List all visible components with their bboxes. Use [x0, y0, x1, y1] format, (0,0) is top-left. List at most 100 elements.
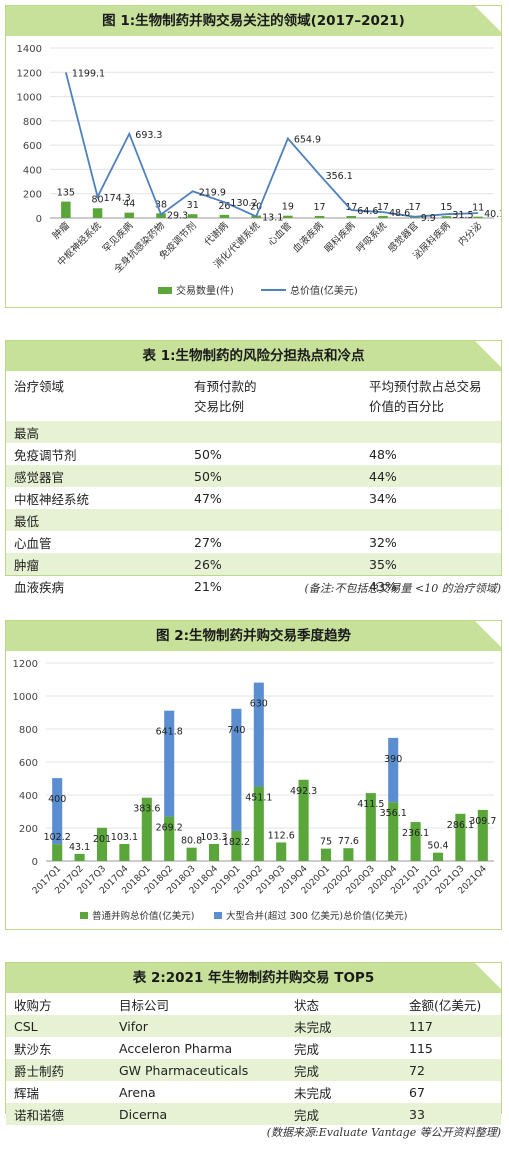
green-label: 182.2 — [223, 837, 250, 848]
table2-cell: Acceleron Pharma — [119, 1040, 233, 1056]
table1-cell: 50% — [194, 446, 222, 462]
legend-blue-label: 大型合并(超过 300 亿美元)总价值(亿美元) — [226, 910, 408, 922]
figure2-chart: 0 200 400 600 800 1000 1200 400 102.2 43.1 201 103.… — [6, 651, 501, 933]
bar-green — [164, 816, 175, 861]
line-label: 29.3 — [167, 210, 188, 221]
bar-label: 15 — [440, 202, 452, 213]
bar-green — [74, 853, 85, 861]
x-tick-label: 内分泌 — [456, 219, 485, 248]
bar-green — [410, 822, 421, 861]
table2-cell: 72 — [401, 1059, 501, 1081]
x-tick-label: 呼吸系统 — [354, 219, 390, 255]
table1-cell: 肿瘤 — [6, 553, 186, 575]
table1-group-label: 最低 — [6, 509, 501, 531]
bar-label: 17 — [314, 202, 326, 213]
figure2-panel: 图 2:生物制药并购交易季度趋势 0 200 400 600 800 1000 1200 40… — [5, 620, 502, 930]
table2-header-cell: 状态 — [294, 997, 320, 1013]
bar-label: 80 — [92, 194, 104, 205]
bar-green — [141, 797, 152, 861]
y-tick-label: 600 — [23, 141, 42, 152]
bar — [378, 215, 388, 218]
bar-label: 17 — [377, 202, 389, 213]
series-line — [64, 72, 479, 218]
bar-green — [52, 844, 63, 861]
y-tick-label: 200 — [19, 824, 38, 835]
table2-cell: 115 — [409, 1040, 433, 1056]
line-label: 130.2 — [230, 198, 257, 209]
bar-green — [96, 827, 108, 861]
blue-label: 390 — [384, 754, 402, 765]
figure1-title: 图 1:生物制药并购交易关注的领域(2017–2021) — [102, 13, 405, 29]
table2-header-cell: 金额(亿美元) — [409, 997, 482, 1013]
line-label: 40.1 — [484, 209, 501, 220]
table2-cell: 诺和诺德 — [6, 1103, 111, 1125]
line-label: 693.3 — [135, 130, 162, 141]
table2-row: 默沙东 Acceleron Pharma 完成 115 — [6, 1037, 501, 1059]
y-tick-label: 800 — [23, 117, 42, 128]
line-label: 64.6 — [357, 206, 378, 217]
bar-green — [432, 852, 444, 861]
table2-cell: 默沙东 — [14, 1041, 52, 1057]
line-label: 654.9 — [294, 134, 321, 145]
bar-green — [298, 779, 309, 861]
table1-cell: 43% — [369, 578, 397, 594]
bar-blue — [164, 710, 175, 817]
green-label: 50.4 — [427, 841, 448, 852]
corner-fold — [475, 6, 501, 32]
bar-green — [208, 843, 220, 861]
bar-blue — [388, 737, 399, 803]
corner-fold — [475, 341, 501, 367]
figure1-chart: 0 200 400 600 800 1000 1200 1400 135 80 44 38 31 26 20… — [6, 36, 506, 311]
table2-cell: 辉瑞 — [14, 1085, 40, 1101]
table2-cell: 未完成 — [286, 1015, 401, 1037]
x-tick-label: 眼科疾病 — [322, 219, 358, 255]
table1-group-row: 最低 — [6, 509, 501, 531]
green-label: 75 — [320, 837, 332, 848]
table1: 治疗领域 有预付款的 交易比例 平均预付款占总交易 价值的百分比 最高 免疫调节剂 50% 48… — [6, 371, 501, 597]
table1-panel: 表 1:生物制药的风险分担热点和冷点 治疗领域 有预付款的 交易比例 平均预付款占总交… — [5, 340, 502, 595]
table2-cell: 完成 — [286, 1103, 401, 1125]
table1-group-row: 最高 — [6, 421, 501, 443]
bar-label: 26 — [218, 201, 230, 212]
bar-label: 31 — [187, 200, 199, 211]
corner-fold — [475, 621, 501, 647]
bar-blue — [52, 778, 63, 845]
table1-header-cell: 平均预付款占总交易 价值的百分比 — [369, 379, 482, 414]
bar — [187, 214, 198, 218]
y-tick-label: 200 — [23, 190, 42, 201]
table1-cell: 50% — [186, 465, 361, 487]
table1-header-cell: 有预付款的 交易比例 — [194, 379, 257, 414]
bar-label: 11 — [472, 203, 484, 214]
table2-cell: Arena — [119, 1084, 156, 1100]
table2-panel: 表 2:2021 年生物制药并购交易 TOP5 收购方 目标公司 状态 金额(亿美元)… — [5, 962, 502, 1125]
bar-label: 38 — [155, 199, 167, 210]
source-note: (数据来源:Evaluate Vantage 等公开资料整理) — [266, 1126, 501, 1139]
x-tick-label: 肿瘤 — [50, 219, 72, 241]
table1-row: 中枢神经系统 47% 34% — [6, 487, 501, 509]
table1-title-bar: 表 1:生物制药的风险分担热点和冷点 — [6, 341, 501, 371]
bar-green — [253, 786, 264, 861]
y-tick-label: 1200 — [13, 659, 38, 670]
table2-cell: CSL — [6, 1015, 111, 1037]
table2-title: 表 2:2021 年生物制药并购交易 TOP5 — [132, 970, 375, 986]
figure1-svg: 0 200 400 600 800 1000 1200 1400 135 80 44 38 31 26 20… — [17, 44, 506, 297]
line-label: 31.5 — [452, 210, 473, 221]
table2-row: CSL Vifor 未完成 117 — [6, 1015, 501, 1037]
table1-header-row: 治疗领域 有预付款的 交易比例 平均预付款占总交易 价值的百分比 — [6, 371, 501, 421]
table1-cell: 26% — [186, 553, 361, 575]
blue-label: 740 — [227, 725, 245, 736]
y-tick-label: 600 — [19, 758, 38, 769]
table1-cell: 血液疾病 — [14, 579, 65, 595]
table2-cell: GW Pharmaceuticals — [111, 1059, 286, 1081]
y-tick-label: 1200 — [17, 68, 42, 79]
bar — [346, 215, 357, 218]
x-tick-label: 心血管 — [265, 220, 294, 249]
green-label: 112.6 — [268, 830, 295, 841]
green-label: 103.1 — [111, 832, 138, 843]
table2-cell: 完成 — [286, 1059, 401, 1081]
y-tick-label: 1000 — [13, 692, 38, 703]
bar-green — [455, 813, 466, 861]
table1-cell: 35% — [361, 553, 501, 575]
table2-header-row: 收购方 目标公司 状态 金额(亿美元) — [6, 993, 501, 1015]
legend-bar-label: 交易数量(件) — [176, 284, 234, 297]
